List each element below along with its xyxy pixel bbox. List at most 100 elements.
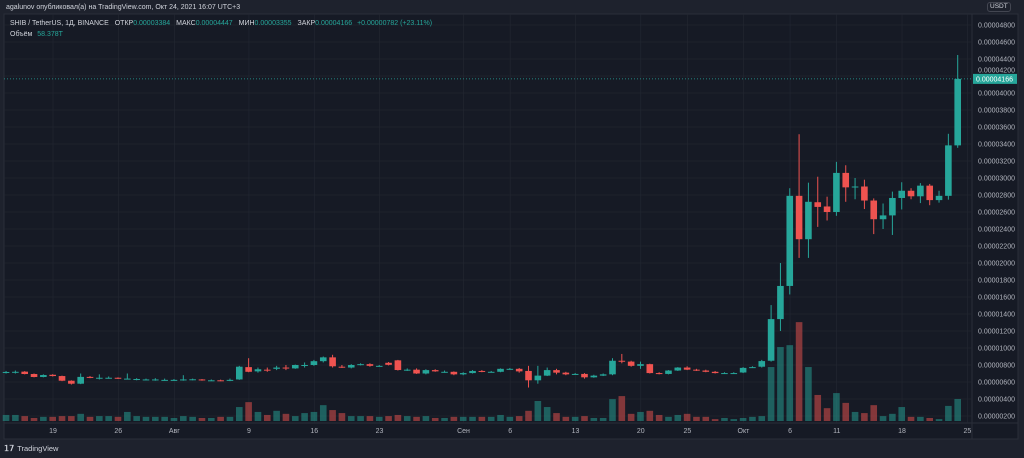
price-tick-label: 0.00002000	[978, 261, 1015, 268]
volume-bar	[142, 416, 150, 421]
price-tick-label: 0.00000800	[978, 363, 1015, 370]
currency-badge[interactable]: USDT	[987, 2, 1011, 12]
candle-body	[674, 367, 682, 371]
high-value: 0.00004447	[195, 20, 233, 27]
symbol-title[interactable]: SHIB / TetherUS, 1Д, BINANCE	[10, 20, 109, 27]
volume-bar	[786, 345, 794, 421]
candle-body	[907, 190, 915, 197]
price-tick-label: 0.00004800	[978, 23, 1015, 30]
volume-bar	[413, 416, 420, 421]
price-tick-label: 0.00002600	[978, 210, 1015, 217]
brand-name[interactable]: TradingView	[17, 444, 59, 453]
candle-body	[338, 366, 346, 368]
volume-bar	[525, 410, 532, 421]
price-tick-label: 0.00003800	[978, 108, 1015, 115]
candle-body	[58, 376, 66, 381]
candle-body	[721, 373, 728, 375]
volume-bar	[879, 416, 887, 421]
candle-body	[917, 185, 924, 197]
close-value: 0.00004166	[315, 20, 353, 27]
low-label: МИН	[238, 20, 255, 27]
volume-bar	[749, 416, 756, 421]
candle-body	[152, 379, 159, 381]
candle-body	[413, 369, 420, 374]
volume-bar	[114, 416, 122, 421]
volume-bar	[814, 394, 822, 421]
price-tick-label: 0.00001800	[978, 278, 1015, 285]
candle-body	[739, 367, 747, 373]
candle-body	[161, 379, 168, 381]
candle-body	[833, 172, 840, 212]
candle-body	[2, 371, 10, 373]
close-label: ЗАКР	[297, 20, 316, 27]
candle-body	[21, 371, 28, 375]
candle-body	[777, 285, 784, 320]
time-tick-label: 26	[114, 428, 122, 435]
candles	[2, 55, 961, 388]
volume-bar	[926, 417, 934, 421]
volume-bar	[198, 417, 206, 421]
price-axis[interactable]: 0.00000200 0.00000400 0.00000600 0.00000800…	[978, 23, 1015, 421]
time-axis[interactable]: 19 26 Авг 9 16 23 Сен 6 13 20 25 Окт 6 11 18 25	[49, 428, 971, 435]
candle-body	[758, 361, 766, 367]
volume-bar	[590, 417, 598, 421]
candle-body	[86, 376, 94, 378]
candle-body	[235, 366, 243, 380]
volume-bar	[189, 416, 196, 421]
candle-body	[711, 371, 719, 374]
time-tick-label: 11	[833, 428, 840, 435]
volume-bar	[627, 413, 635, 421]
volume-bar	[21, 416, 28, 421]
volume-bar	[805, 367, 812, 421]
last-price-label: 0.00004166	[976, 76, 1013, 83]
candle-body	[133, 379, 140, 381]
candle-body	[347, 365, 355, 368]
time-tick-label: Авг	[169, 428, 180, 435]
candle-body	[40, 375, 47, 377]
volume-bar	[823, 408, 831, 421]
volume-bar	[310, 411, 318, 421]
candle-body	[208, 380, 215, 382]
volume-bar	[711, 419, 719, 421]
volume-bar	[889, 413, 896, 421]
volume-bar	[375, 416, 383, 421]
candle-body	[180, 379, 187, 381]
published-by: agalunov опубликовал(а) на TradingView.c…	[6, 4, 241, 11]
volume-bar	[366, 416, 374, 421]
time-tick-label: 13	[572, 428, 580, 435]
volume-bar	[861, 413, 868, 421]
time-tick-label: 6	[508, 428, 512, 435]
volume-bar	[469, 416, 476, 421]
candle-body	[170, 379, 178, 381]
candle-body	[655, 373, 663, 375]
price-tick-label: 0.00002800	[978, 193, 1015, 200]
candle-body	[525, 370, 532, 381]
volume-bar	[394, 414, 402, 421]
volume-bar	[935, 419, 943, 421]
volume-bar	[497, 414, 504, 421]
volume-bar	[450, 416, 458, 421]
volume-bar	[618, 396, 626, 421]
candle-body	[842, 172, 850, 188]
volume-bar	[263, 414, 271, 421]
volume-bar	[917, 416, 924, 421]
volume-bar	[487, 416, 495, 421]
volume-label: Объём	[10, 31, 33, 38]
volume-bar	[842, 402, 850, 421]
volume-bar	[543, 407, 551, 421]
price-tick-label: 0.00001600	[978, 295, 1015, 302]
candle-body	[329, 357, 336, 367]
volume-bar	[282, 413, 290, 421]
candle-body	[599, 374, 607, 376]
candle-body	[310, 361, 318, 365]
candle-body	[469, 370, 476, 374]
candle-body	[30, 374, 38, 377]
candle-body	[291, 365, 299, 369]
candle-body	[665, 370, 672, 374]
price-tick-label: 0.00004400	[978, 57, 1015, 64]
time-tick-label: 20	[637, 428, 645, 435]
price-tick-label: 0.00004600	[978, 40, 1015, 47]
price-tick-label: 0.00000600	[978, 380, 1015, 387]
time-tick-label: 19	[49, 428, 57, 435]
